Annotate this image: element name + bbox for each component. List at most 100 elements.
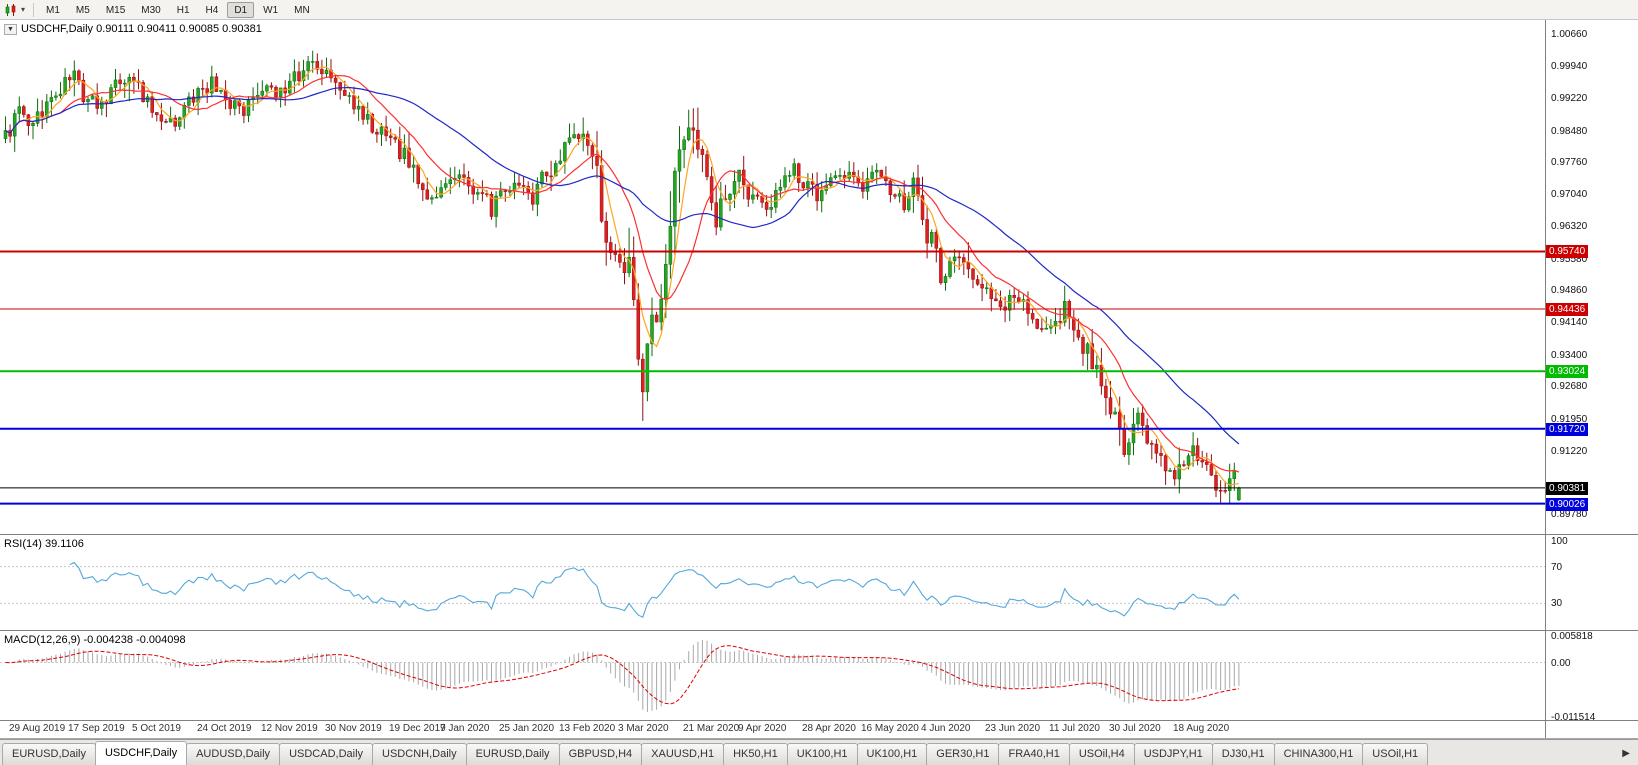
timeframe-button-d1[interactable]: D1: [227, 1, 255, 18]
timeframe-button-m30[interactable]: M30: [141, 4, 161, 16]
macd-histogram: [9, 639, 1240, 712]
price-axis[interactable]: 1.00660 0.99940 0.99220 0.98480 0.97760 0.970…: [1545, 20, 1638, 534]
rsi-axis-label: 70: [1551, 562, 1563, 573]
timeframe-button-m15[interactable]: M15: [105, 4, 126, 16]
rsi-canvas[interactable]: [0, 535, 1545, 630]
chart-tab-eurusd-daily[interactable]: EURUSD,Daily: [465, 743, 560, 765]
timeframe-button-w1[interactable]: W1: [263, 4, 279, 16]
chart-tab-usdcnh-daily[interactable]: USDCNH,Daily: [372, 743, 467, 765]
date-axis-label: 11 Jul 2020: [1049, 723, 1100, 734]
date-axis-label: 19 Dec 2019: [389, 723, 446, 734]
price-badge-0.94436: 0.94436: [1546, 303, 1589, 316]
macd-signal-line: [5, 645, 1239, 705]
price-axis-label: 0.93400: [1551, 350, 1588, 361]
rsi-axis-label: 30: [1551, 598, 1563, 609]
chart-tab-xauusd-h1[interactable]: XAUUSD,H1: [641, 743, 725, 765]
chart-tab-usoil-h4[interactable]: USOil,H4: [1068, 743, 1135, 765]
chart-title-text: USDCHF,Daily 0.90111 0.90411 0.90085 0.9…: [20, 23, 262, 35]
tab-scroll-right-button[interactable]: ▶: [1622, 748, 1630, 759]
chart-tab-ger30-h1[interactable]: GER30,H1: [926, 743, 1000, 765]
chart-tab-hk50-h1[interactable]: HK50,H1: [723, 743, 788, 765]
chart-tab-audusd-daily[interactable]: AUDUSD,Daily: [186, 743, 281, 765]
date-axis-label: 3 Mar 2020: [618, 723, 669, 734]
chart-tab-eurusd-daily[interactable]: EURUSD,Daily: [2, 743, 96, 765]
date-axis-label: 7 Jan 2020: [440, 723, 490, 734]
toolbar-separator: [33, 2, 35, 17]
ma-13-line: [5, 74, 1240, 473]
date-axis-label: 24 Oct 2019: [197, 723, 252, 734]
price-axis-label: 0.92680: [1551, 381, 1588, 392]
price-badge-0.91720: 0.91720: [1546, 423, 1589, 436]
price-badge-0.93024: 0.93024: [1546, 365, 1589, 378]
macd-axis-label: -0.011514: [1551, 712, 1596, 721]
date-axis-label: 25 Jan 2020: [499, 723, 555, 734]
macd-panel-row: MACD(12,26,9) -0.004238 -0.004098 0.0058…: [0, 631, 1638, 721]
date-axis-label: 13 Feb 2020: [559, 723, 616, 734]
price-badge-0.90381: 0.90381: [1546, 482, 1589, 495]
date-axis-label: 21 Mar 2020: [683, 723, 740, 734]
timeframe-button-h4[interactable]: H4: [205, 4, 219, 16]
date-axis-label: 30 Jul 2020: [1109, 723, 1161, 734]
ma-5-line: [5, 66, 1239, 486]
rsi-panel[interactable]: RSI(14) 39.1106: [0, 535, 1545, 630]
chart-tab-usdchf-daily[interactable]: USDCHF,Daily: [94, 741, 188, 765]
price-axis-label: 0.91950: [1551, 414, 1588, 425]
date-axis-label: 30 Nov 2019: [325, 723, 382, 734]
price-axis-label: 0.96320: [1551, 221, 1588, 232]
price-chart-row: ▼ USDCHF,Daily 0.90111 0.90411 0.90085 0…: [0, 20, 1638, 535]
collapse-chart-icon[interactable]: ▼: [4, 23, 17, 35]
price-axis-label: 0.98480: [1551, 126, 1588, 137]
macd-axis[interactable]: 0.005818 0.00 -0.011514: [1545, 631, 1638, 720]
rsi-line: [69, 561, 1240, 618]
timeframe-button-m5[interactable]: M5: [75, 4, 90, 16]
price-axis-label: 0.95580: [1551, 254, 1588, 265]
date-axis-label: 18 Aug 2020: [1173, 723, 1230, 734]
chart-tab-usdjpy-h1[interactable]: USDJPY,H1: [1133, 743, 1213, 765]
date-axis-row: 29 Aug 2019 17 Sep 2019 5 Oct 2019 24 Oct 2…: [0, 721, 1638, 739]
price-axis-label: 0.97760: [1551, 157, 1588, 168]
chart-tab-uk100-h1[interactable]: UK100,H1: [856, 743, 928, 765]
price-axis-label: 0.91220: [1551, 446, 1588, 457]
macd-axis-label: 0.00: [1551, 658, 1571, 669]
chart-tab-fra40-h1[interactable]: FRA40,H1: [998, 743, 1070, 765]
timeframe-toolbar: ▾ M1 M5 M15 M30 H1 H4 D1 W1 MN: [0, 0, 1638, 20]
ma-34-line: [5, 86, 1240, 445]
rsi-label: RSI(14) 39.1106: [4, 538, 84, 550]
date-axis[interactable]: 29 Aug 2019 17 Sep 2019 5 Oct 2019 24 Oct 2…: [0, 721, 1545, 738]
chart-title: ▼ USDCHF,Daily 0.90111 0.90411 0.90085 0…: [4, 23, 262, 35]
chart-dropdown-caret-icon[interactable]: ▾: [21, 5, 26, 14]
price-axis-label: 0.94860: [1551, 285, 1588, 296]
date-axis-label: 16 May 2020: [861, 723, 919, 734]
date-axis-corner: [1545, 721, 1638, 738]
macd-panel[interactable]: MACD(12,26,9) -0.004238 -0.004098: [0, 631, 1545, 720]
rsi-panel-row: RSI(14) 39.1106 100 70 30: [0, 535, 1638, 631]
candlestick-series: [3, 50, 1241, 505]
chart-tab-gbpusd-h4[interactable]: GBPUSD,H4: [558, 743, 643, 765]
chart-type-icon[interactable]: [4, 3, 20, 17]
chart-tab-usdcad-daily[interactable]: USDCAD,Daily: [279, 743, 374, 765]
date-axis-label: 9 Apr 2020: [738, 723, 787, 734]
rsi-axis[interactable]: 100 70 30: [1545, 535, 1638, 630]
date-axis-label: 5 Oct 2019: [132, 723, 181, 734]
chart-tab-usoil-h1[interactable]: USOil,H1: [1362, 743, 1429, 765]
price-axis-label: 0.89780: [1551, 509, 1588, 520]
macd-canvas[interactable]: [0, 631, 1545, 720]
timeframe-button-mn[interactable]: MN: [294, 4, 310, 16]
price-chart[interactable]: ▼ USDCHF,Daily 0.90111 0.90411 0.90085 0…: [0, 20, 1545, 534]
date-axis-label: 23 Jun 2020: [985, 723, 1041, 734]
date-axis-label: 17 Sep 2019: [68, 723, 125, 734]
chart-tab-china300-h1[interactable]: CHINA300,H1: [1273, 743, 1364, 765]
chart-tab-dj30-h1[interactable]: DJ30,H1: [1211, 743, 1275, 765]
date-axis-label: 29 Aug 2019: [9, 723, 66, 734]
date-axis-label: 4 Jun 2020: [921, 723, 971, 734]
price-axis-label: 1.00660: [1551, 29, 1588, 40]
chart-tab-uk100-h1[interactable]: UK100,H1: [786, 743, 858, 765]
price-chart-canvas[interactable]: [0, 20, 1545, 534]
macd-axis-label: 0.005818: [1551, 631, 1593, 642]
date-axis-label: 28 Apr 2020: [802, 723, 856, 734]
timeframe-button-h1[interactable]: H1: [176, 4, 190, 16]
chart-tab-bar: EURUSD,Daily USDCHF,Daily AUDUSD,Daily USDC…: [0, 739, 1638, 765]
timeframe-button-m1[interactable]: M1: [46, 4, 60, 16]
candlestick-glyph: [5, 3, 16, 16]
